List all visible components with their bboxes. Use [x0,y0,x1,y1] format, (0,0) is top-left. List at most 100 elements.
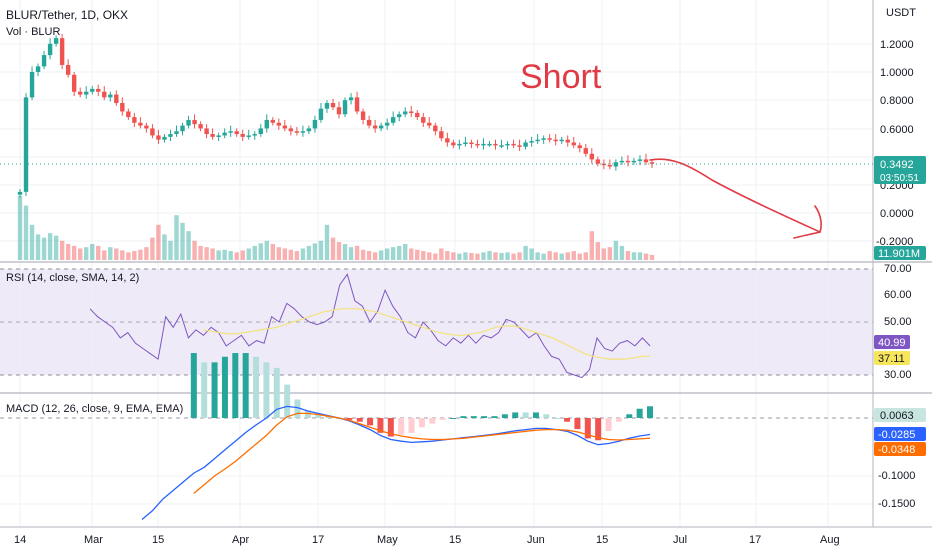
candle-body[interactable] [59,38,65,65]
candle-body[interactable] [535,139,540,142]
candle-body[interactable] [282,125,288,129]
candle-body[interactable] [90,88,95,92]
candle-body[interactable] [120,103,125,112]
candle-body[interactable] [324,103,330,109]
candle-body[interactable] [643,159,649,163]
time-axis[interactable]: 14 Mar 15 Apr 17 May 15 Jun 15 Jul 17 Au… [14,534,840,546]
candle-body[interactable] [288,128,294,132]
candle-body[interactable] [403,111,408,115]
candle-body[interactable] [204,128,209,135]
candle-body[interactable] [168,134,173,137]
candle-body[interactable] [511,143,516,146]
candle-body[interactable] [439,131,444,139]
candle-body[interactable] [625,160,631,163]
candle-body[interactable] [156,135,161,140]
candle-body[interactable] [529,141,534,143]
candle-body[interactable] [457,143,462,146]
candle-body[interactable] [427,122,432,126]
candle-body[interactable] [481,143,486,146]
candle-body[interactable] [23,97,29,192]
candle-body[interactable] [517,145,522,147]
candle-body[interactable] [330,103,336,108]
candle-body[interactable] [216,135,221,137]
candle-body[interactable] [415,112,420,118]
candlesticks[interactable] [17,33,655,198]
symbol-title[interactable]: BLUR/Tether, 1D, OKX [6,8,128,22]
candle-body[interactable] [174,131,179,135]
candle-body[interactable] [35,66,41,72]
volume-legend[interactable]: Vol · BLUR [6,26,60,38]
candle-body[interactable] [433,125,438,132]
candle-body[interactable] [577,145,582,149]
candle-body[interactable] [65,64,71,75]
candle-body[interactable] [619,160,625,163]
candle-body[interactable] [390,117,396,123]
candle-body[interactable] [397,114,402,118]
candle-body[interactable] [234,131,239,135]
candle-body[interactable] [114,94,119,104]
candle-body[interactable] [559,139,564,142]
candle-body[interactable] [258,128,263,135]
candle-body[interactable] [240,134,245,137]
candle-body[interactable] [84,91,89,95]
candle-body[interactable] [210,134,215,137]
candle-body[interactable] [589,153,595,160]
candle-body[interactable] [372,125,378,129]
candle-body[interactable] [571,142,576,146]
candle-body[interactable] [475,143,480,146]
candle-body[interactable] [637,159,643,161]
candle-body[interactable] [360,111,366,120]
candle-body[interactable] [306,128,312,132]
candle-body[interactable] [192,119,197,125]
candle-body[interactable] [493,143,498,146]
candle-body[interactable] [553,139,558,142]
candle-body[interactable] [348,97,354,101]
candle-body[interactable] [366,119,372,126]
candle-body[interactable] [47,43,53,56]
candle-body[interactable] [409,111,414,113]
candle-body[interactable] [601,163,607,166]
candle-body[interactable] [198,124,203,129]
candle-body[interactable] [222,132,227,136]
macd-legend[interactable]: MACD (12, 26, close, 9, EMA, EMA) [6,403,183,415]
candle-body[interactable] [29,72,35,98]
candle-body[interactable] [312,119,318,129]
candle-body[interactable] [53,38,59,44]
candle-body[interactable] [583,148,588,154]
candle-body[interactable] [649,162,655,164]
candle-body[interactable] [264,119,269,129]
candle-body[interactable] [294,131,300,133]
candle-body[interactable] [300,131,306,133]
candle-body[interactable] [499,145,504,147]
candle-body[interactable] [162,136,167,140]
candle-body[interactable] [384,122,390,126]
candle-body[interactable] [102,91,107,98]
candle-body[interactable] [318,108,324,120]
candle-body[interactable] [354,97,360,112]
candle-body[interactable] [96,88,101,92]
candle-body[interactable] [246,135,251,137]
candle-body[interactable] [71,74,77,92]
candle-body[interactable] [252,134,257,136]
candle-body[interactable] [378,125,384,129]
candle-body[interactable] [445,138,450,143]
candle-body[interactable] [469,142,474,145]
candle-body[interactable] [523,142,528,147]
candle-body[interactable] [541,138,546,140]
candle-body[interactable] [108,94,113,98]
candle-body[interactable] [132,117,137,123]
candle-body[interactable] [17,191,23,195]
candle-body[interactable] [421,117,426,123]
candle-body[interactable] [613,162,619,167]
candle-body[interactable] [180,125,185,132]
candle-body[interactable] [487,143,492,146]
candle-body[interactable] [342,100,348,115]
candle-body[interactable] [631,160,637,163]
candle-body[interactable] [276,122,282,126]
candle-body[interactable] [595,159,601,164]
candle-body[interactable] [463,142,468,145]
candle-body[interactable] [77,91,83,95]
candle-body[interactable] [186,119,191,126]
candle-body[interactable] [144,125,149,129]
candle-body[interactable] [126,111,131,118]
